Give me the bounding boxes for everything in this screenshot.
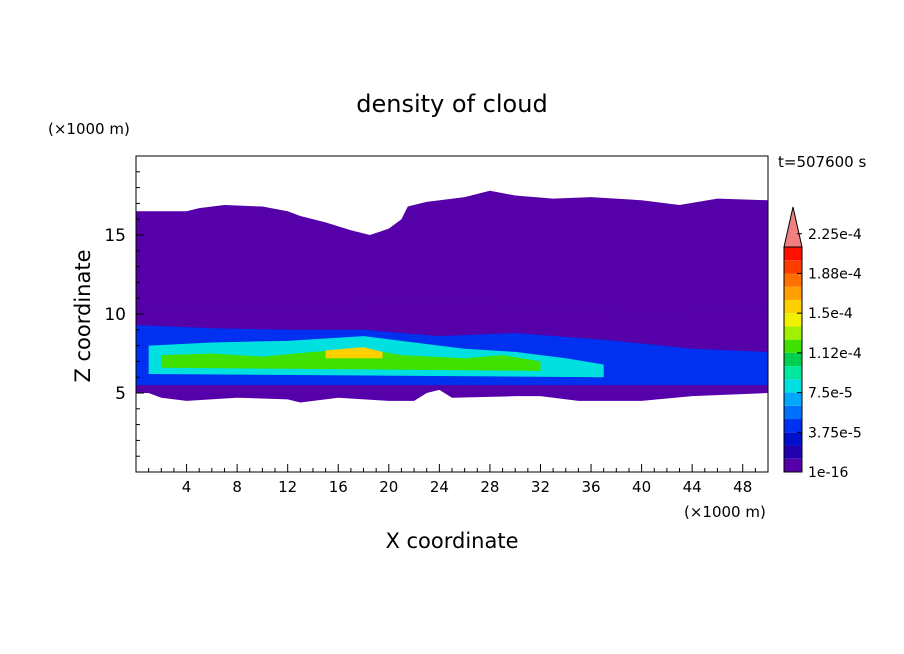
- y-tick-label: 15: [104, 226, 126, 246]
- colorbar: 1e-16 3.75e-5 7.5e-5 1.12e-4 1.5e-4 1.88e-4 2.…: [783, 206, 862, 481]
- colorbar-swatch: [784, 326, 802, 340]
- colorbar-swatch: [784, 299, 802, 314]
- colorbar-label: 3.75e-5: [808, 425, 862, 441]
- y-unit-label: (×1000 m): [48, 120, 130, 138]
- x-tick-label: 24: [430, 478, 449, 496]
- colorbar-extend-arrow: [783, 206, 803, 248]
- x-tick-label: 4: [182, 478, 192, 496]
- x-tick-label: 20: [379, 478, 398, 496]
- density-contour-1.12e-4: [161, 348, 541, 371]
- x-tick-label: 36: [581, 478, 600, 496]
- x-tick-label: 12: [278, 478, 297, 496]
- colorbar-swatch: [784, 352, 802, 367]
- colorbar-label: 1e-16: [808, 465, 848, 481]
- colorbar-swatch: [784, 419, 802, 433]
- x-tick-label: 44: [683, 478, 702, 496]
- colorbar-label: 1.88e-4: [808, 266, 862, 282]
- colorbar-swatch: [784, 260, 802, 274]
- colorbar-swatch: [784, 286, 802, 300]
- colorbar-swatch: [784, 339, 802, 353]
- colorbar-label: 1.12e-4: [808, 346, 862, 362]
- x-tick-label: 8: [232, 478, 242, 496]
- colorbar-label: 1.5e-4: [808, 306, 853, 322]
- y-axis-ticks: 5 10 15: [104, 171, 144, 457]
- colorbar-swatch: [784, 392, 802, 406]
- time-label: t=507600 s: [778, 153, 866, 171]
- chart-title: density of cloud: [356, 90, 547, 118]
- y-axis-label: Z coordinate: [71, 249, 95, 382]
- colorbar-swatch: [784, 432, 802, 446]
- x-axis-label: X coordinate: [385, 529, 518, 553]
- colorbar-swatch: [784, 273, 802, 287]
- x-axis-ticks: 4 8 12 16 20 24 28 32 36 40 44 48: [148, 464, 756, 496]
- x-tick-label: 40: [632, 478, 651, 496]
- colorbar-swatch: [784, 405, 802, 420]
- colorbar-label: 7.5e-5: [808, 386, 853, 402]
- x-tick-label: 32: [531, 478, 550, 496]
- colorbar-swatch: [784, 247, 802, 261]
- colorbar-swatch: [784, 379, 802, 393]
- y-tick-label: 5: [115, 384, 126, 404]
- colorbar-swatch: [784, 445, 802, 459]
- x-tick-label: 48: [733, 478, 752, 496]
- colorbar-swatch: [784, 313, 802, 327]
- density-contour-1.5e-4: [325, 347, 383, 359]
- colorbar-swatch: [784, 366, 802, 380]
- colorbar-frame: [783, 246, 803, 473]
- colorbar-label: 2.25e-4: [808, 227, 862, 243]
- colorbar-swatch: [784, 458, 802, 472]
- x-tick-label: 28: [480, 478, 499, 496]
- x-unit-label: (×1000 m): [684, 503, 766, 521]
- y-tick-label: 10: [104, 305, 126, 325]
- x-tick-label: 16: [329, 478, 348, 496]
